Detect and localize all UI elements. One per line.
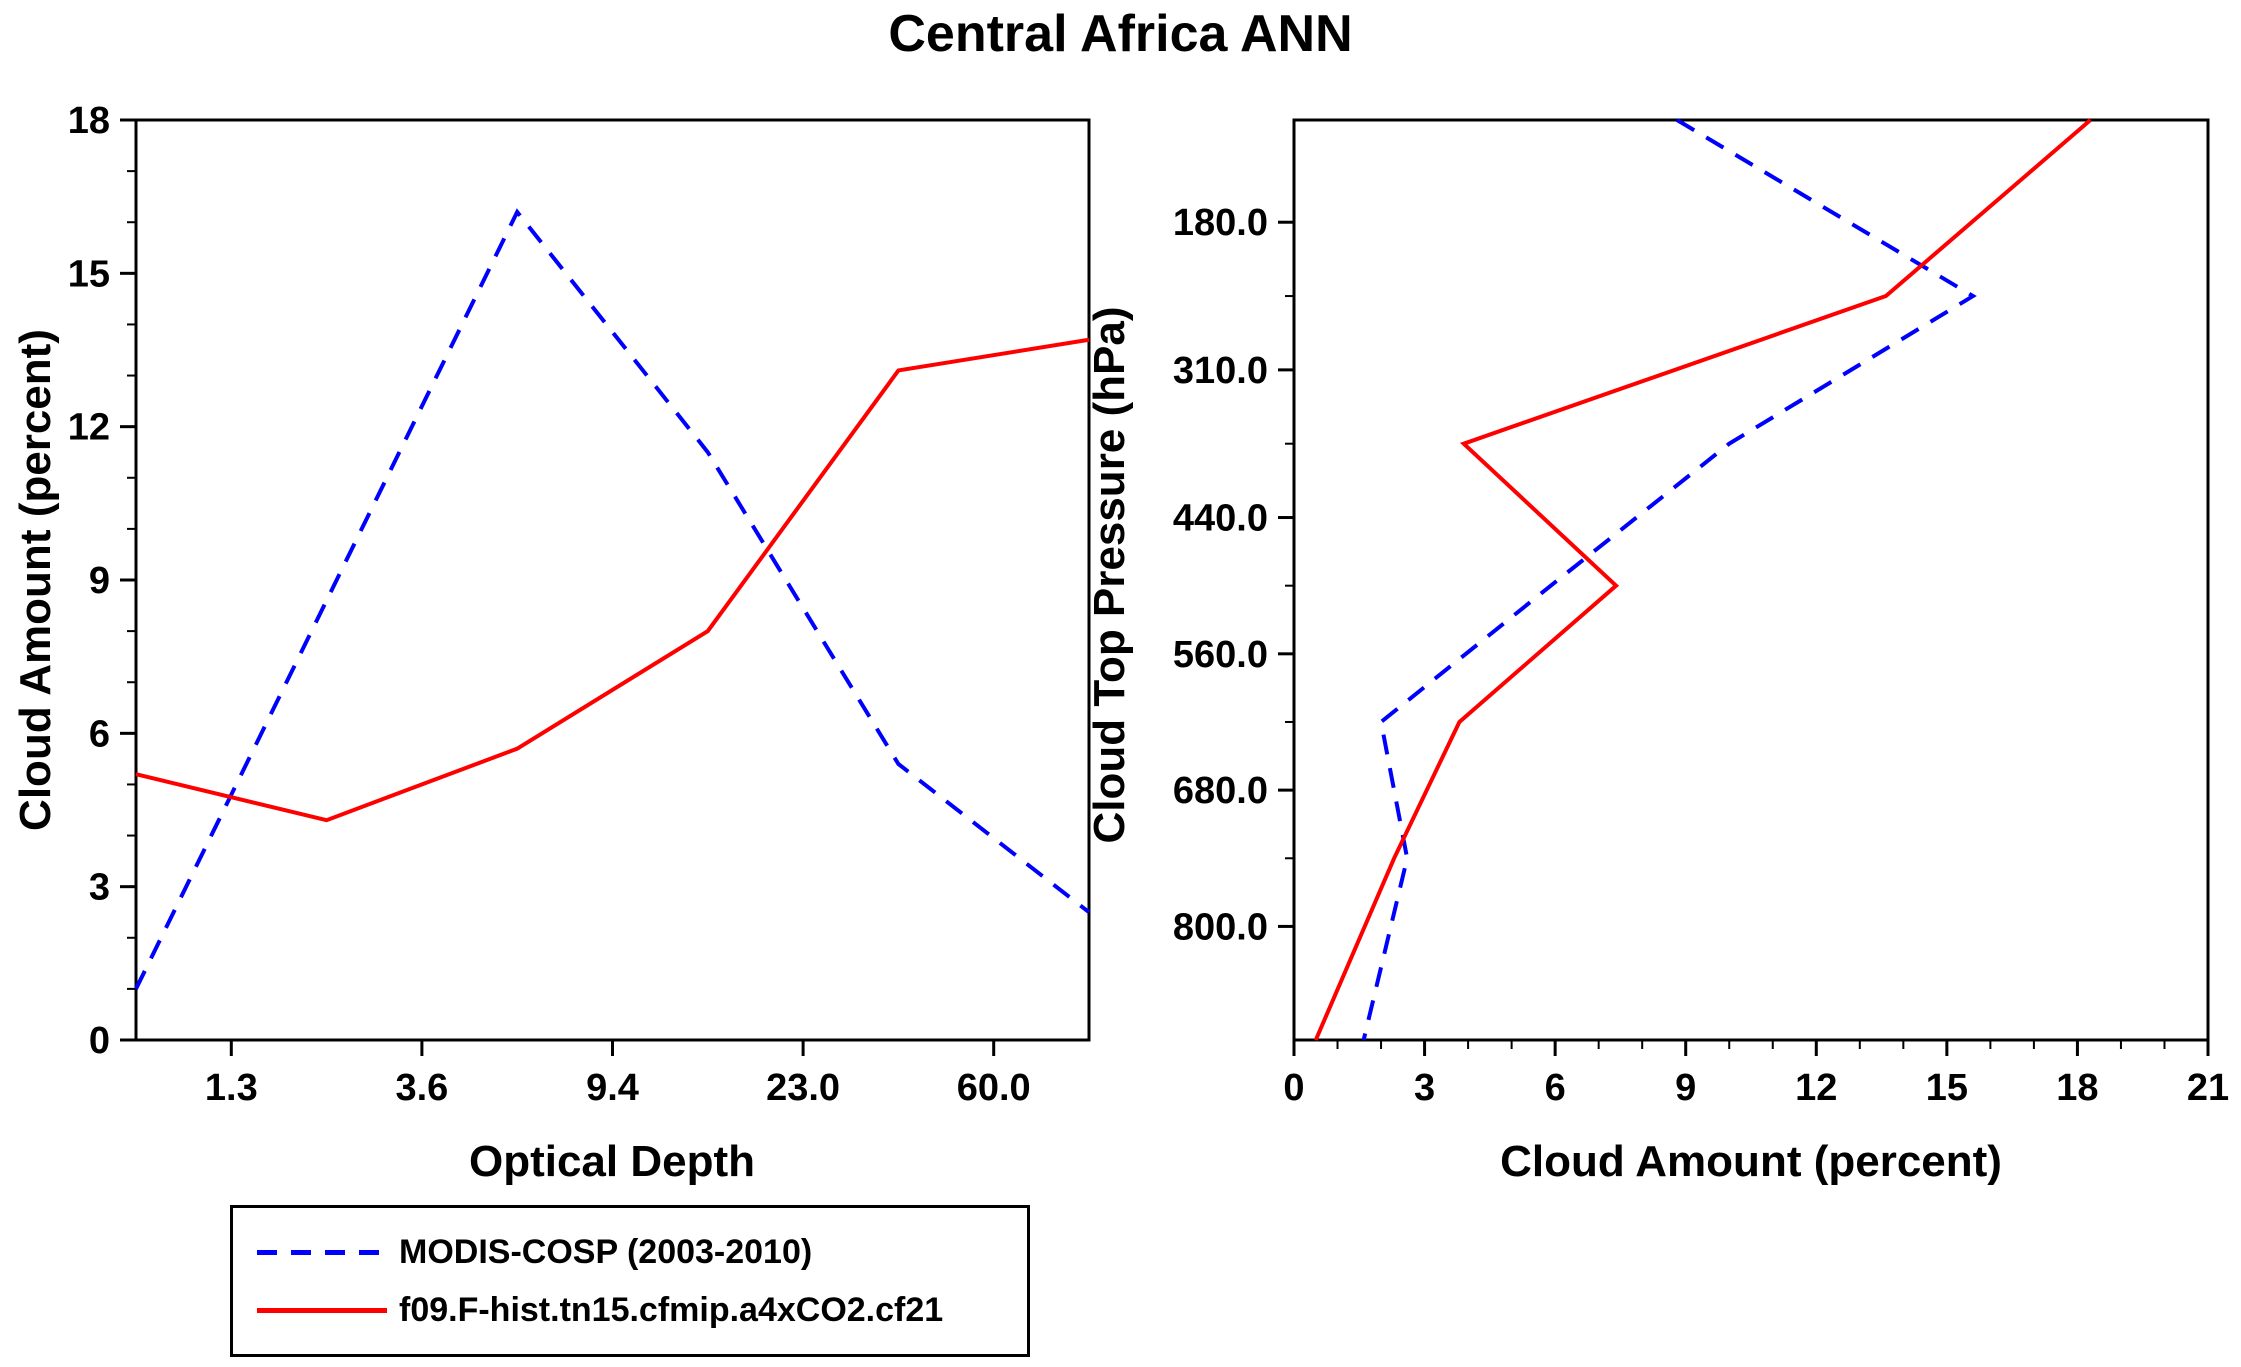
- left-y-axis-title: Cloud Amount (percent): [11, 329, 60, 831]
- svg-text:60.0: 60.0: [957, 1067, 1031, 1109]
- svg-text:9.4: 9.4: [586, 1067, 639, 1109]
- right-x-axis-title: Cloud Amount (percent): [1500, 1137, 2002, 1186]
- legend-label-modis: MODIS-COSP (2003-2010): [399, 1233, 813, 1271]
- svg-text:15: 15: [1926, 1067, 1968, 1109]
- svg-text:23.0: 23.0: [766, 1067, 840, 1109]
- legend-item-modis: MODIS-COSP (2003-2010): [257, 1235, 1027, 1269]
- chart-title: Central Africa ANN: [888, 5, 1353, 63]
- svg-text:800.0: 800.0: [1173, 906, 1268, 948]
- svg-text:440.0: 440.0: [1173, 498, 1268, 540]
- svg-text:3: 3: [89, 867, 110, 909]
- legend-item-model: f09.F-hist.tn15.cfmip.a4xCO2.cf21: [257, 1293, 1027, 1327]
- svg-text:12: 12: [1795, 1067, 1837, 1109]
- svg-text:21: 21: [2187, 1067, 2229, 1109]
- svg-text:680.0: 680.0: [1173, 770, 1268, 812]
- svg-text:9: 9: [1675, 1067, 1696, 1109]
- svg-text:3: 3: [1414, 1067, 1435, 1109]
- legend-label-model: f09.F-hist.tn15.cfmip.a4xCO2.cf21: [399, 1291, 944, 1329]
- svg-text:18: 18: [2056, 1067, 2098, 1109]
- svg-text:15: 15: [68, 253, 110, 295]
- legend: MODIS-COSP (2003-2010) f09.F-hist.tn15.c…: [230, 1205, 1030, 1357]
- svg-text:0: 0: [1283, 1067, 1304, 1109]
- svg-text:6: 6: [89, 713, 110, 755]
- left-x-axis-title: Optical Depth: [468, 1137, 756, 1186]
- svg-text:560.0: 560.0: [1173, 634, 1268, 676]
- svg-text:310.0: 310.0: [1173, 350, 1268, 392]
- svg-text:9: 9: [89, 560, 110, 602]
- svg-text:180.0: 180.0: [1173, 202, 1268, 244]
- svg-text:3.6: 3.6: [395, 1067, 448, 1109]
- svg-text:18: 18: [68, 100, 110, 142]
- svg-text:1.3: 1.3: [205, 1067, 258, 1109]
- svg-text:6: 6: [1545, 1067, 1566, 1109]
- svg-text:0: 0: [89, 1020, 110, 1062]
- svg-text:12: 12: [68, 407, 110, 449]
- legend-solid-line-sample: [257, 1307, 387, 1313]
- legend-dashed-line-sample: [257, 1249, 387, 1255]
- right-y-axis-title: Cloud Top Pressure (hPa): [1085, 306, 1134, 844]
